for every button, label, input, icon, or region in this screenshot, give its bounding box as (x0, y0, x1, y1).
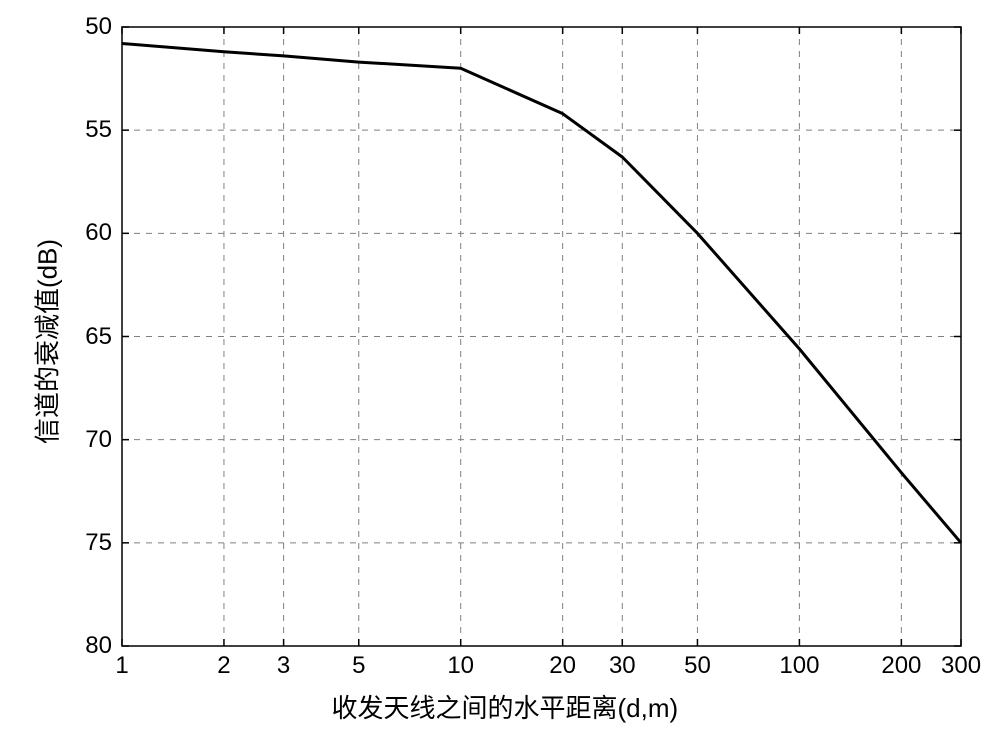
x-axis-label: 收发天线之间的水平距离(d,m) (332, 688, 679, 725)
y-tick-label: 75 (85, 529, 112, 557)
line-chart (0, 0, 1000, 741)
y-tick-label: 80 (85, 632, 112, 660)
y-axis-label: 信道的衰减值(dB) (28, 211, 65, 471)
x-tick-label: 50 (677, 652, 717, 680)
x-tick-label: 5 (339, 652, 379, 680)
x-tick-label: 30 (602, 652, 642, 680)
x-tick-label: 3 (264, 652, 304, 680)
x-tick-label: 20 (543, 652, 583, 680)
x-tick-label: 2 (204, 652, 244, 680)
x-tick-label: 10 (441, 652, 481, 680)
chart-container: 信道的衰减值(dB) 收发天线之间的水平距离(d,m) 123510203050… (0, 0, 1000, 741)
y-tick-label: 55 (85, 116, 112, 144)
y-tick-label: 70 (85, 426, 112, 454)
y-tick-label: 65 (85, 323, 112, 351)
y-tick-label: 60 (85, 219, 112, 247)
y-tick-label: 50 (85, 13, 112, 41)
x-tick-label: 300 (941, 652, 981, 680)
x-tick-label: 100 (779, 652, 819, 680)
x-tick-label: 200 (881, 652, 921, 680)
